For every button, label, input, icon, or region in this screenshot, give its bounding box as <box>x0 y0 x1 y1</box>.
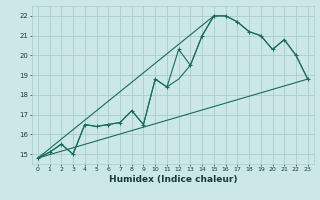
X-axis label: Humidex (Indice chaleur): Humidex (Indice chaleur) <box>108 175 237 184</box>
